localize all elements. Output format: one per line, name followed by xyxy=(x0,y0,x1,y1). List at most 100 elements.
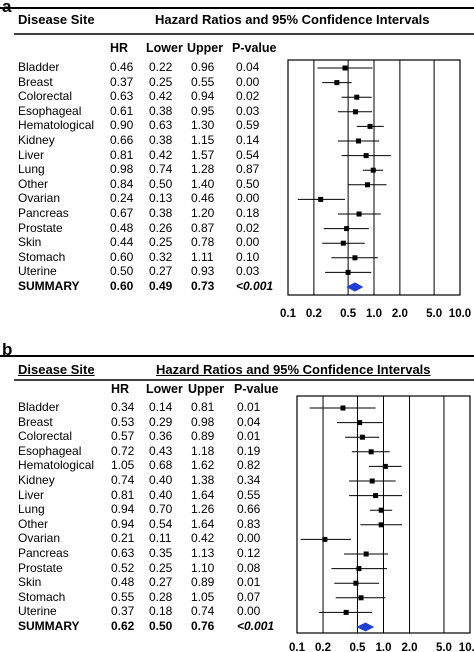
row-lower-value: 0.42 xyxy=(149,89,173,104)
x-tick-label: 10.0 xyxy=(459,642,474,652)
hr-marker xyxy=(357,420,363,426)
row-site-label: Liver xyxy=(18,147,45,162)
col-header-hr: HR xyxy=(110,41,129,55)
row-upper-value: 1.57 xyxy=(191,147,215,162)
row-lower-value: 0.25 xyxy=(149,235,173,250)
row-upper-value: 0.74 xyxy=(191,604,215,619)
row-hr-value: 0.55 xyxy=(111,589,135,604)
row-hr-value: 0.67 xyxy=(110,206,134,220)
row-site-label: Hematological xyxy=(18,118,95,133)
panel-letter: b xyxy=(2,340,13,359)
row-pvalue: <0.001 xyxy=(236,279,274,293)
row-pvalue: 0.02 xyxy=(236,220,260,235)
row-site-label: Ovarian xyxy=(18,531,61,546)
x-tick-label: 0.1 xyxy=(280,308,297,320)
row-pvalue: 0.02 xyxy=(236,89,260,104)
row-upper-value: 1.13 xyxy=(191,546,215,560)
row-upper-value: 0.42 xyxy=(191,531,215,546)
row-hr-value: 1.05 xyxy=(111,458,135,473)
row-lower-value: 0.42 xyxy=(149,147,173,162)
row-site-label: Liver xyxy=(18,487,45,502)
row-hr-value: 0.72 xyxy=(111,443,135,458)
row-pvalue: 0.34 xyxy=(237,473,261,487)
row-lower-value: 0.29 xyxy=(149,414,173,429)
row-site-label: Esophageal xyxy=(18,103,82,118)
row-hr-value: 0.90 xyxy=(110,118,134,133)
forest-plot-panel-b: 0.1 0.2 0.5 1.0 2.0 5.0 10.0 b Disease Site Ha… xyxy=(0,340,474,652)
row-upper-value: 0.87 xyxy=(191,220,215,235)
row-pvalue: 0.66 xyxy=(237,502,261,517)
row-lower-value: 0.26 xyxy=(149,220,173,235)
col-header-hr: HR xyxy=(111,382,130,396)
row-hr-value: 0.94 xyxy=(111,516,135,531)
row-upper-value: 1.28 xyxy=(191,162,215,177)
hr-marker xyxy=(358,595,364,601)
row-lower-value: 0.32 xyxy=(149,249,173,264)
x-tick-label: 10.0 xyxy=(449,308,471,320)
row-lower-value: 0.28 xyxy=(149,589,173,604)
hr-marker xyxy=(378,522,384,528)
row-upper-value: 1.62 xyxy=(191,458,215,473)
col-header-upper: Upper xyxy=(187,41,224,55)
row-site-label: Breast xyxy=(18,74,53,89)
row-pvalue: 0.83 xyxy=(237,516,261,531)
hr-marker xyxy=(364,182,370,188)
row-upper-value: 0.93 xyxy=(191,264,215,279)
row-lower-value: 0.50 xyxy=(149,619,173,633)
row-lower-value: 0.38 xyxy=(149,133,173,147)
row-pvalue: 0.10 xyxy=(236,249,260,264)
hr-marker xyxy=(334,80,340,86)
row-hr-value: 0.44 xyxy=(110,235,134,250)
panel-letter: a xyxy=(2,0,12,16)
row-upper-value: 1.64 xyxy=(191,516,215,531)
row-hr-value: 0.62 xyxy=(111,619,135,633)
x-tick-label: 0.5 xyxy=(349,642,366,652)
row-lower-value: 0.35 xyxy=(149,546,173,560)
row-hr-value: 0.46 xyxy=(110,60,134,74)
row-upper-value: 0.98 xyxy=(191,414,215,429)
row-pvalue: 0.03 xyxy=(236,103,260,118)
summary-diamond xyxy=(356,622,375,632)
hr-marker xyxy=(378,507,384,513)
row-site-label: Colorectal xyxy=(18,429,73,444)
x-tick-label: 5.0 xyxy=(436,642,452,652)
disease-site-header: Disease Site xyxy=(18,12,95,27)
x-tick-label: 2.0 xyxy=(392,308,408,320)
row-site-label: SUMMARY xyxy=(18,619,80,633)
row-pvalue: 0.12 xyxy=(237,546,261,560)
hr-marker xyxy=(318,196,324,202)
row-hr-value: 0.63 xyxy=(110,89,134,104)
hr-marker xyxy=(369,478,375,484)
row-pvalue: 0.59 xyxy=(236,118,260,133)
row-site-label: Pancreas xyxy=(18,206,69,220)
x-tick-label: 0.5 xyxy=(340,308,357,320)
x-tick-label: 0.1 xyxy=(289,642,306,652)
row-hr-value: 0.60 xyxy=(110,279,134,293)
row-hr-value: 0.81 xyxy=(110,147,134,162)
row-pvalue: 0.50 xyxy=(236,176,260,191)
hr-marker xyxy=(340,240,346,246)
row-site-label: Esophageal xyxy=(18,443,82,458)
hr-marker xyxy=(340,405,346,411)
row-lower-value: 0.50 xyxy=(149,176,173,191)
x-tick-label: 1.0 xyxy=(376,642,392,652)
x-tick-label: 2.0 xyxy=(402,642,418,652)
x-tick-label: 1.0 xyxy=(366,308,382,320)
row-hr-value: 0.66 xyxy=(110,133,134,147)
row-hr-value: 0.57 xyxy=(111,429,135,444)
row-lower-value: 0.25 xyxy=(149,560,173,575)
row-hr-value: 0.84 xyxy=(110,176,134,191)
row-hr-value: 0.74 xyxy=(111,473,135,487)
row-site-label: Prostate xyxy=(18,220,63,235)
row-lower-value: 0.27 xyxy=(149,264,173,279)
row-lower-value: 0.74 xyxy=(149,162,173,177)
row-upper-value: 0.76 xyxy=(191,619,215,633)
hr-marker xyxy=(367,123,373,129)
row-pvalue: 0.03 xyxy=(236,264,260,279)
row-site-label: Kidney xyxy=(18,133,55,147)
row-upper-value: 1.11 xyxy=(191,249,214,264)
row-upper-value: 1.40 xyxy=(191,176,215,191)
hr-marker xyxy=(370,167,376,173)
row-hr-value: 0.61 xyxy=(110,103,134,118)
row-pvalue: 0.04 xyxy=(236,60,260,74)
